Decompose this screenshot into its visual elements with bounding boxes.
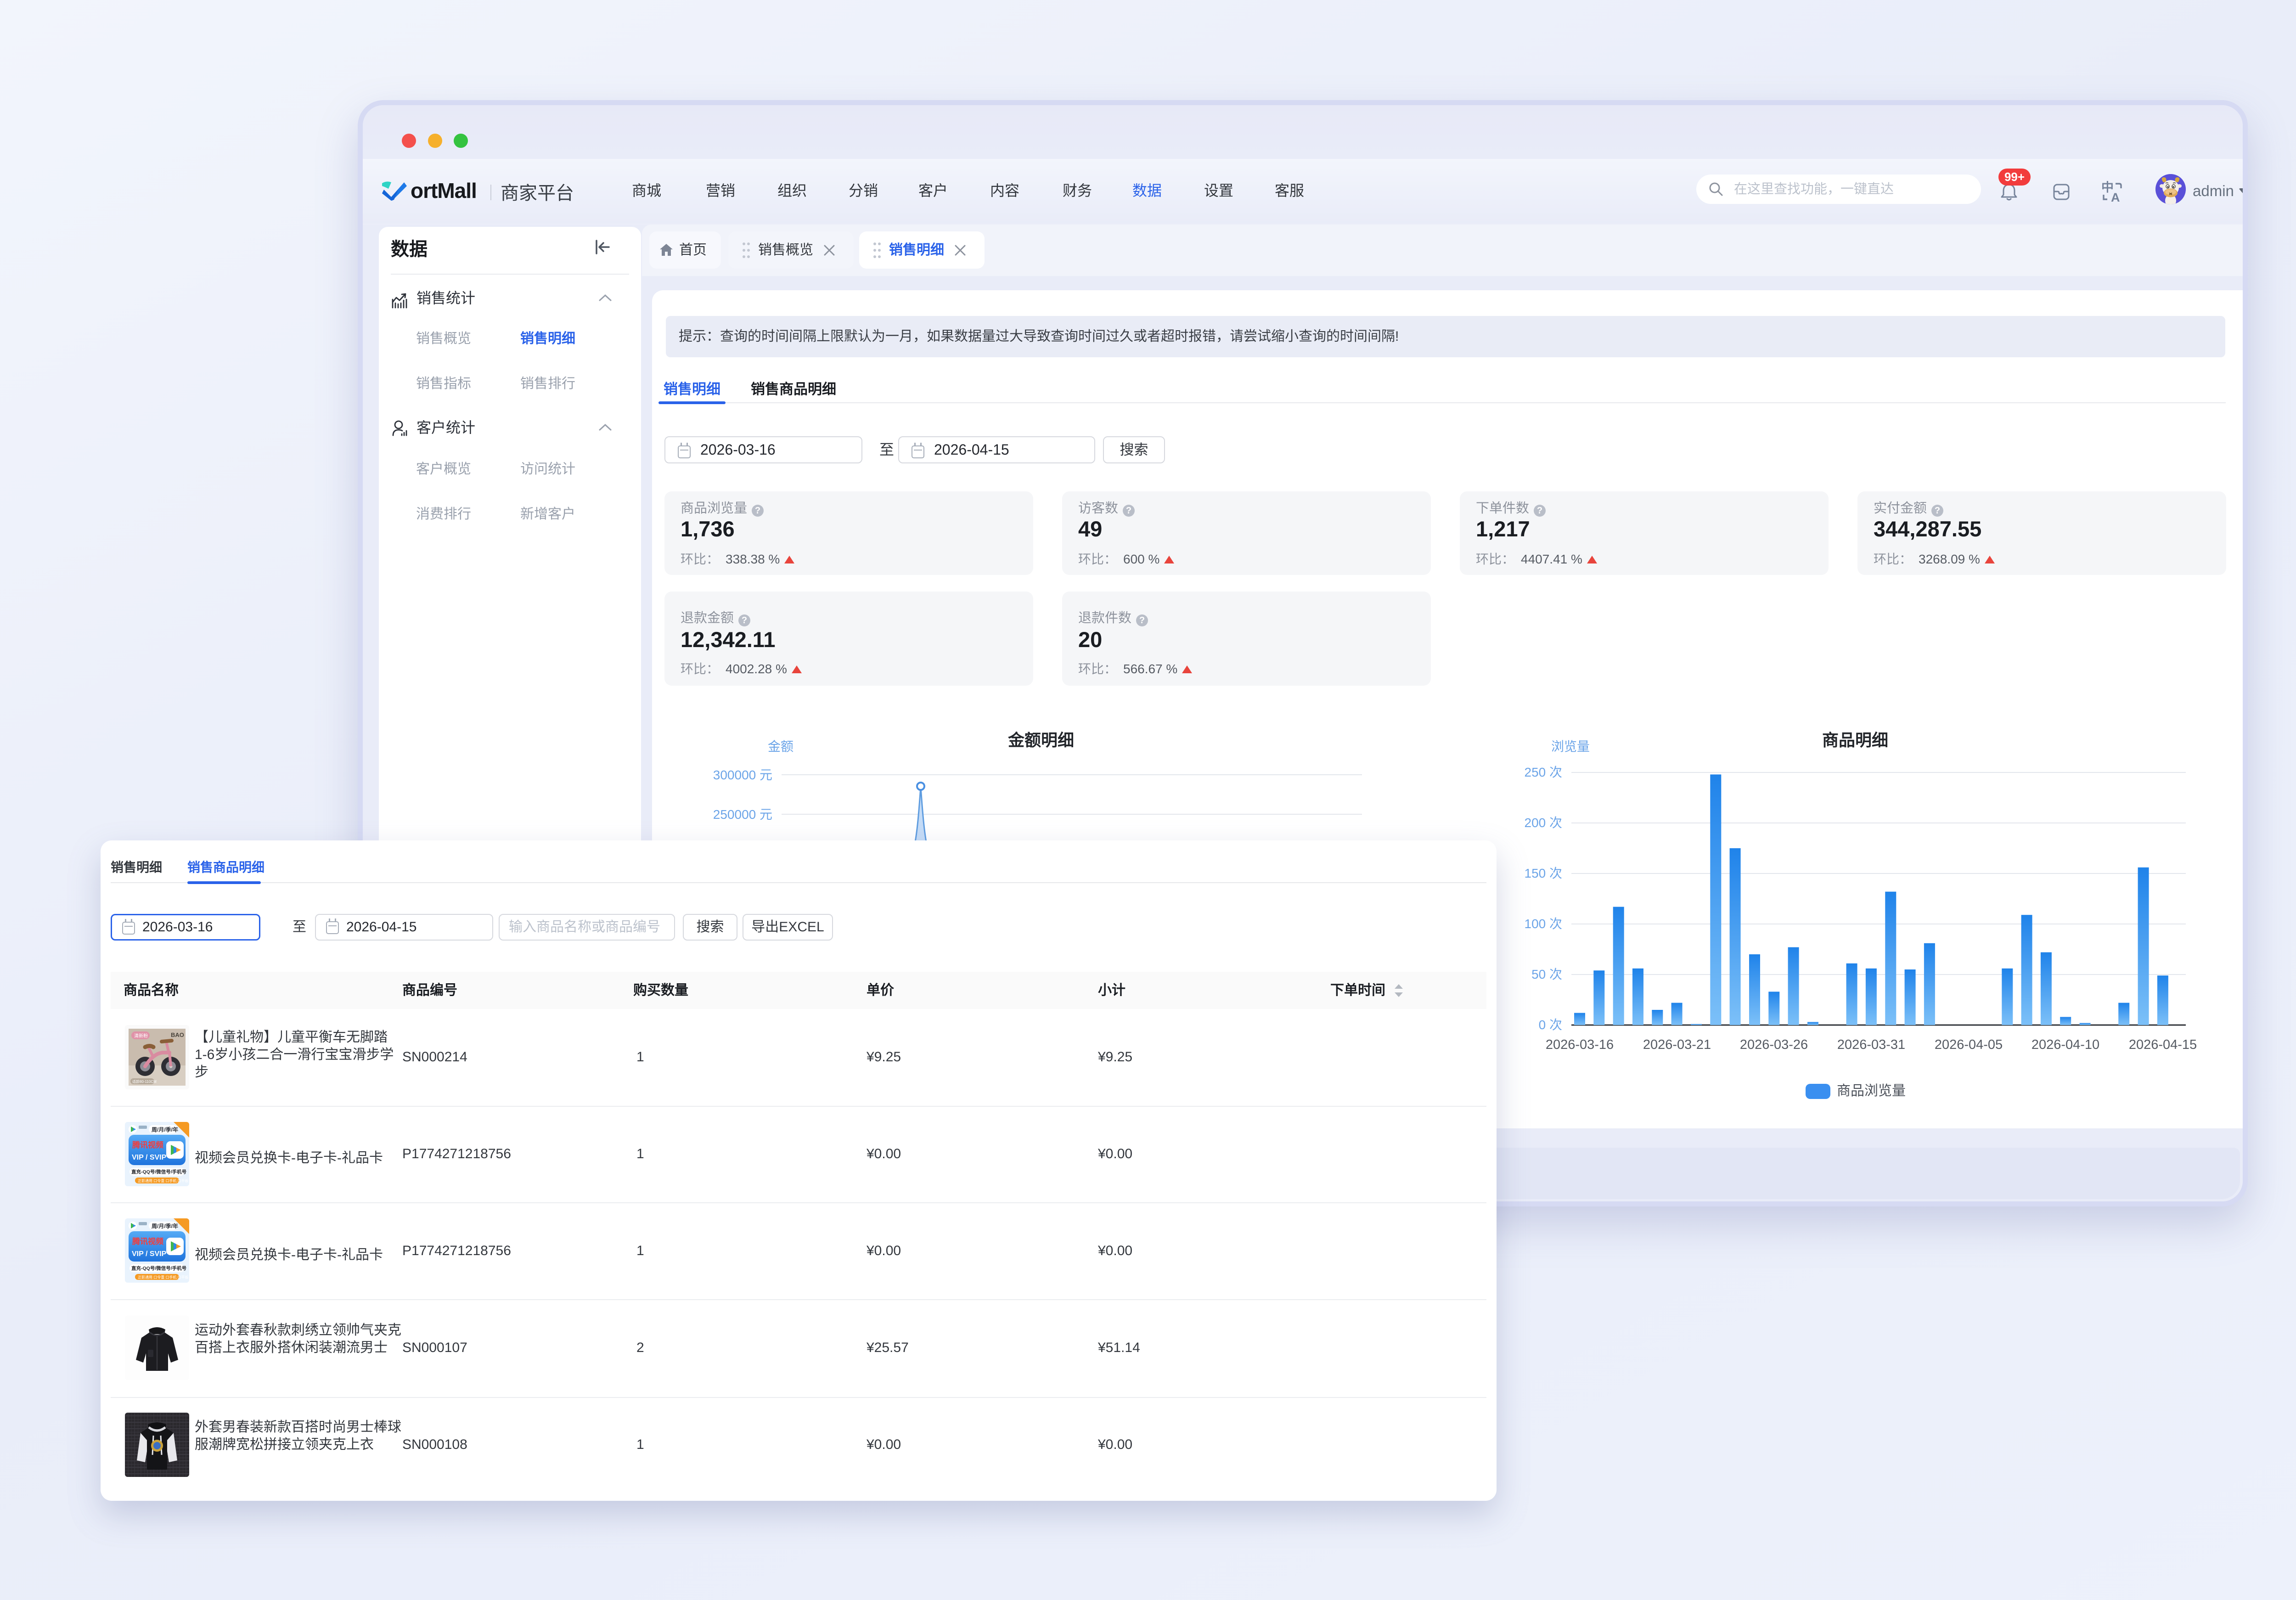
svg-text:VIP / SVIP: VIP / SVIP bbox=[132, 1250, 167, 1258]
svg-text:清新粉: 清新粉 bbox=[134, 1033, 148, 1039]
svg-text:适龄80-110CM: 适龄80-110CM bbox=[132, 1079, 157, 1084]
svg-text:2026-04-15: 2026-04-15 bbox=[2129, 1037, 2197, 1052]
svg-text:周/月/季/年: 周/月/季/年 bbox=[152, 1126, 178, 1133]
svg-text:金额: 金额 bbox=[768, 739, 793, 754]
svg-text:金额明细: 金额明细 bbox=[1007, 731, 1074, 749]
svg-text:正影通用 口令重 口手机 口平板: 正影通用 口令重 口手机 口平板 bbox=[138, 1178, 189, 1183]
svg-text:直充-QQ号/微信号/手机号: 直充-QQ号/微信号/手机号 bbox=[131, 1169, 186, 1175]
svg-text:腾讯视频: 腾讯视频 bbox=[132, 1237, 163, 1246]
svg-text:2026-03-21: 2026-03-21 bbox=[1643, 1037, 1711, 1052]
svg-text:周/月/季/年: 周/月/季/年 bbox=[152, 1223, 178, 1229]
svg-text:直充-QQ号/微信号/手机号: 直充-QQ号/微信号/手机号 bbox=[131, 1265, 186, 1271]
svg-text:2026-04-05: 2026-04-05 bbox=[1935, 1037, 2003, 1052]
svg-text:2026-03-31: 2026-03-31 bbox=[1837, 1037, 1905, 1052]
svg-text:BAO: BAO bbox=[171, 1031, 184, 1038]
svg-text:A: A bbox=[2111, 191, 2120, 203]
svg-text:VIP / SVIP: VIP / SVIP bbox=[132, 1154, 167, 1161]
svg-text:200 次: 200 次 bbox=[1525, 816, 1563, 830]
svg-text:50 次: 50 次 bbox=[1531, 967, 1562, 981]
svg-text:2026-04-10: 2026-04-10 bbox=[2032, 1037, 2099, 1052]
svg-text:正影通用 口令重 口手机 口平板: 正影通用 口令重 口手机 口平板 bbox=[138, 1275, 189, 1279]
svg-text:0 次: 0 次 bbox=[1539, 1018, 1562, 1032]
svg-text:300000 元: 300000 元 bbox=[713, 768, 772, 782]
svg-text:2026-03-26: 2026-03-26 bbox=[1740, 1037, 1808, 1052]
svg-text:商品浏览量: 商品浏览量 bbox=[1837, 1083, 1906, 1099]
svg-text:250 次: 250 次 bbox=[1525, 765, 1563, 779]
svg-text:2026-03-16: 2026-03-16 bbox=[1546, 1037, 1614, 1052]
svg-text:商品明细: 商品明细 bbox=[1822, 731, 1888, 749]
svg-text:浏览量: 浏览量 bbox=[1551, 739, 1590, 754]
svg-text:100 次: 100 次 bbox=[1525, 917, 1563, 931]
svg-text:中: 中 bbox=[2101, 181, 2114, 194]
svg-text:150 次: 150 次 bbox=[1525, 866, 1563, 880]
svg-text:腾讯视频: 腾讯视频 bbox=[132, 1140, 163, 1149]
svg-text:250000 元: 250000 元 bbox=[713, 807, 772, 822]
